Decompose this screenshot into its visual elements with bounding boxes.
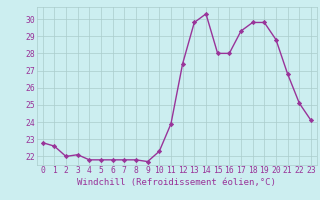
X-axis label: Windchill (Refroidissement éolien,°C): Windchill (Refroidissement éolien,°C) <box>77 178 276 187</box>
